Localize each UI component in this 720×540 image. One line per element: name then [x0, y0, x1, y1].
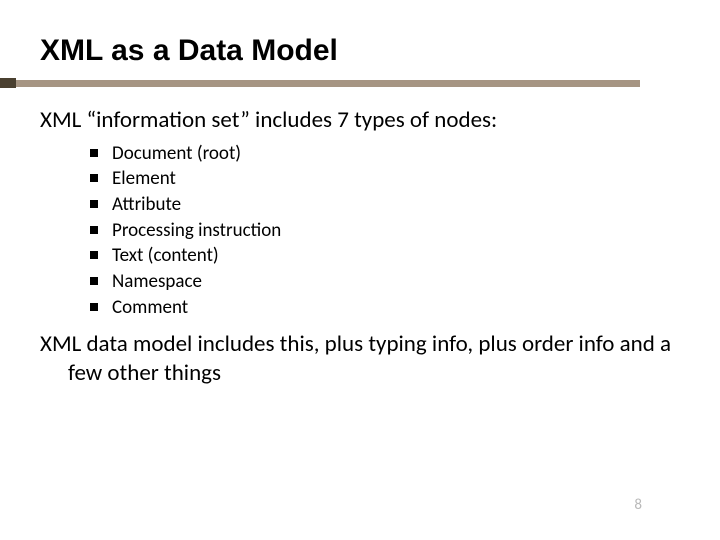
closing-text: XML data model includes this, plus typin… [40, 330, 682, 388]
title-underline [0, 78, 720, 88]
page-number: 8 [634, 496, 642, 514]
underline-main-bar [0, 80, 640, 87]
slide-body: XML “information set” includes 7 types o… [38, 106, 682, 388]
slide: XML as a Data Model XML “information set… [0, 0, 720, 540]
list-item: Comment [90, 295, 682, 321]
list-item: Processing instruction [90, 218, 682, 244]
list-item: Text (content) [90, 243, 682, 269]
list-item: Attribute [90, 192, 682, 218]
slide-title: XML as a Data Model [38, 34, 682, 68]
list-item: Namespace [90, 269, 682, 295]
underline-accent-block [0, 78, 16, 88]
list-item: Element [90, 166, 682, 192]
list-item: Document (root) [90, 141, 682, 167]
bullet-list: Document (root) Element Attribute Proces… [90, 141, 682, 320]
lead-text: XML “information set” includes 7 types o… [40, 106, 682, 135]
closing-text-span: XML data model includes this, plus typin… [40, 330, 682, 388]
